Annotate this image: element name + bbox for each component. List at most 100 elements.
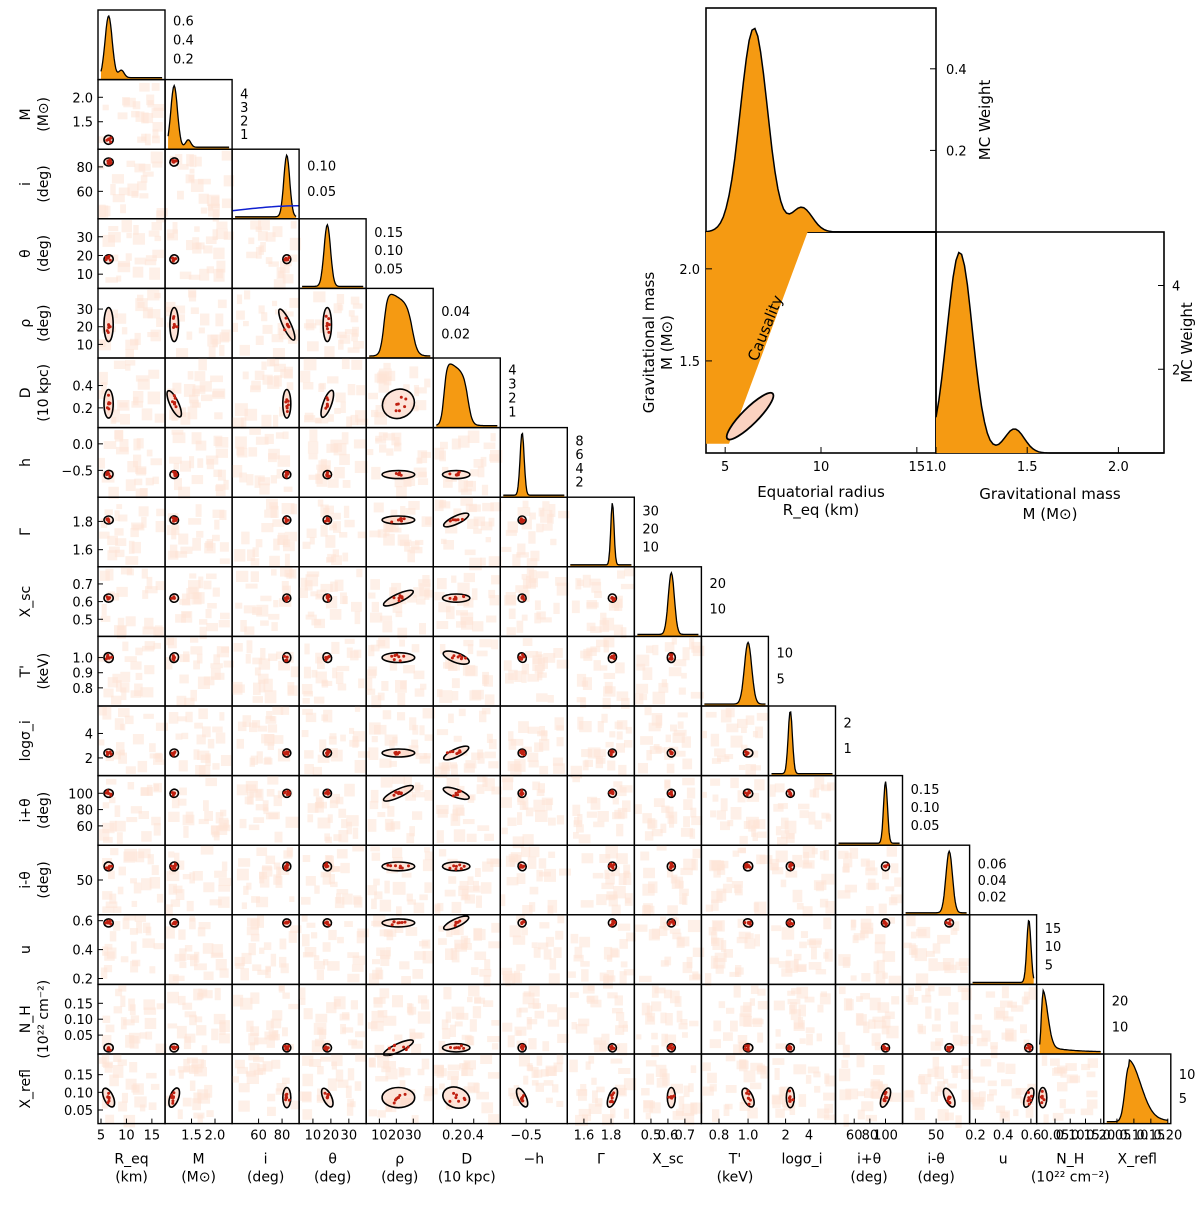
- heat-cell: [730, 777, 739, 789]
- heat-cell: [200, 845, 214, 855]
- posterior-dot: [882, 921, 886, 925]
- heat-cell: [218, 877, 232, 886]
- heat-cell: [579, 936, 591, 948]
- heat-cell: [118, 514, 128, 522]
- posterior-dot: [670, 653, 674, 657]
- heat-cell: [341, 432, 349, 445]
- posterior-dot: [1027, 1102, 1031, 1106]
- heat-cell: [491, 1020, 500, 1026]
- heat-cell: [327, 1078, 337, 1091]
- heat-cell: [232, 994, 244, 1007]
- heat-cell: [931, 1024, 941, 1032]
- heat-cell: [466, 833, 477, 842]
- heat-cell: [113, 906, 122, 913]
- posterior-dot: [396, 518, 400, 522]
- heat-cell: [165, 301, 176, 313]
- heat-cell: [257, 673, 269, 684]
- heat-cell: [102, 906, 115, 913]
- heat-cell: [752, 1017, 763, 1027]
- heat-cell: [324, 855, 333, 865]
- heat-cell: [774, 1068, 780, 1080]
- heat-cell: [137, 136, 147, 143]
- heat-cell: [1041, 1055, 1048, 1066]
- diag-hist-fill-Γ: [570, 503, 632, 567]
- heat-cell: [730, 735, 743, 748]
- heat-cell: [317, 1027, 324, 1035]
- heat-cell: [481, 484, 489, 496]
- heat-cell: [658, 682, 669, 693]
- heat-cell: [310, 591, 318, 597]
- heat-cell: [390, 509, 398, 520]
- heat-cell: [208, 203, 220, 217]
- heat-cell: [100, 518, 108, 528]
- posterior-dot: [787, 922, 791, 926]
- heat-cell: [955, 1115, 962, 1128]
- heat-cell: [130, 941, 137, 954]
- heat-cell: [199, 268, 210, 281]
- heat-cell: [238, 1100, 250, 1112]
- heat-cell: [804, 996, 815, 1003]
- heat-cell: [441, 1019, 449, 1030]
- heat-cell: [335, 1069, 344, 1082]
- heat-cell: [436, 830, 444, 843]
- posterior-dot: [283, 258, 287, 262]
- heat-cell: [221, 198, 233, 209]
- heat-cell: [178, 760, 188, 772]
- heat-cell: [304, 750, 314, 759]
- heat-cell: [381, 1066, 391, 1073]
- heat-cell: [109, 820, 117, 832]
- inset-top-hist-line: [705, 27, 936, 233]
- x-tick-i+θ: 100: [873, 1129, 898, 1144]
- y-tick-X_sc: 0.6: [72, 596, 93, 611]
- heat-cell: [218, 896, 230, 908]
- heat-cell: [394, 923, 404, 933]
- heat-cell: [344, 638, 355, 644]
- heat-cell: [543, 868, 556, 882]
- heat-cell: [190, 646, 203, 655]
- posterior-dot: [448, 596, 452, 600]
- heat-cell: [198, 327, 205, 334]
- posterior-dot: [106, 1101, 110, 1105]
- heat-cell: [139, 193, 149, 199]
- posterior-dot: [388, 1046, 391, 1050]
- posterior-dot: [108, 258, 112, 262]
- heat-cell: [102, 1015, 111, 1023]
- heat-cell: [1005, 1028, 1014, 1041]
- heat-cell: [960, 966, 968, 973]
- heat-cell: [745, 715, 755, 725]
- heat-cell: [623, 969, 635, 976]
- heat-cell: [596, 894, 607, 906]
- diag-hist-line-M: [167, 83, 230, 148]
- heat-cell: [472, 1006, 482, 1019]
- posterior-dot: [947, 922, 951, 926]
- posterior-dot: [325, 405, 329, 408]
- heat-cell: [480, 557, 486, 566]
- inset-joint-xtick: 5: [721, 460, 729, 475]
- heat-cell: [166, 657, 173, 670]
- diag-tick-i-θ: 0.02: [978, 890, 1007, 905]
- heat-cell: [389, 760, 397, 767]
- posterior-dot: [107, 137, 111, 141]
- heat-cell: [352, 955, 365, 965]
- heat-cell: [105, 1114, 115, 1124]
- heat-cell: [318, 460, 331, 473]
- heat-cell: [307, 611, 315, 617]
- heat-cell: [737, 718, 748, 728]
- heat-cell: [168, 883, 177, 895]
- heat-cell: [927, 985, 935, 992]
- heat-cell: [257, 725, 268, 732]
- x-tick-N_H: 0.10: [1056, 1129, 1085, 1144]
- heat-cell: [267, 1106, 276, 1116]
- heat-cell: [521, 927, 528, 936]
- heat-cell: [175, 154, 183, 165]
- posterior-dot: [326, 1093, 330, 1097]
- heat-cell: [272, 706, 284, 715]
- heat-cell: [219, 558, 230, 564]
- heat-cell: [315, 319, 325, 326]
- heat-cell: [383, 1061, 396, 1069]
- heat-cell: [195, 504, 202, 517]
- heat-cell: [195, 242, 205, 250]
- heat-cell: [200, 313, 210, 326]
- heat-cell: [451, 678, 460, 689]
- posterior-dot: [325, 324, 329, 328]
